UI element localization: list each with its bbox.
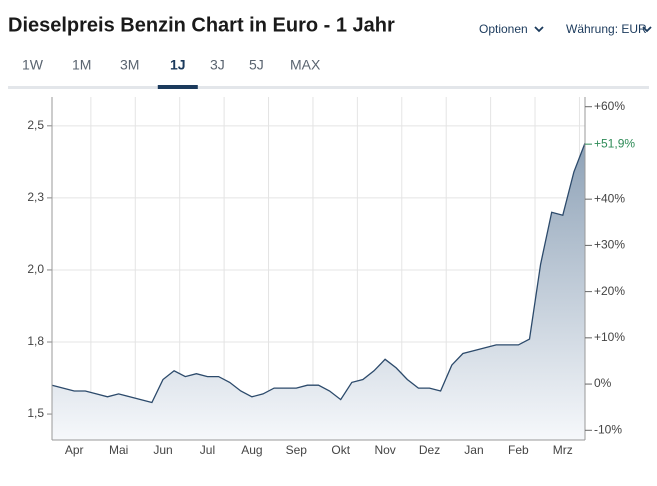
tab[interactable]: 3J xyxy=(210,57,225,73)
active-tab-underline xyxy=(157,85,198,89)
y2-tick-label: +30% xyxy=(594,238,625,252)
tab[interactable]: 5J xyxy=(249,57,264,73)
x-tick-label: Sep xyxy=(286,443,308,457)
x-tick-label: Dez xyxy=(419,443,440,457)
x-tick-label: Mai xyxy=(109,443,128,457)
y2-tick-label: +40% xyxy=(594,191,625,205)
x-tick-label: Mrz xyxy=(553,443,573,457)
tab[interactable]: MAX xyxy=(290,57,321,73)
x-tick-label: Feb xyxy=(508,443,529,457)
line xyxy=(51,142,586,404)
tab[interactable]: 3M xyxy=(120,57,139,73)
y2-tick-label: +20% xyxy=(594,284,625,298)
current-value-label: +51,9% xyxy=(594,136,635,150)
y2-tick-label: +10% xyxy=(594,330,625,344)
chevron xyxy=(642,26,652,33)
tab-separator xyxy=(8,86,649,89)
y-tick-label: 2,3 xyxy=(27,190,44,204)
x-tick-label: Jul xyxy=(200,443,215,457)
y-tick-label: 2,5 xyxy=(27,118,44,132)
x-tick-label: Nov xyxy=(374,443,395,457)
tab[interactable]: 1M xyxy=(72,57,91,73)
tab[interactable]: 1J xyxy=(170,57,186,73)
options-button[interactable]: Optionen xyxy=(479,22,528,36)
chart-title: Dieselpreis Benzin Chart in Euro - 1 Jah… xyxy=(8,14,395,36)
y-tick-label: 1,5 xyxy=(27,406,44,420)
chevron xyxy=(534,26,544,33)
y2-tick-label: -10% xyxy=(594,422,622,436)
y2-tick-label: +60% xyxy=(594,99,625,113)
y-tick-label: 2,0 xyxy=(27,262,44,276)
x-tick-label: Jan xyxy=(464,443,483,457)
x-tick-label: Apr xyxy=(65,443,84,457)
x-tick-label: Aug xyxy=(241,443,262,457)
currency-button[interactable]: Währung: EUR xyxy=(566,22,647,36)
y2-tick-label: 0% xyxy=(594,376,612,390)
x-tick-label: Jun xyxy=(153,443,172,457)
y-tick-label: 1,8 xyxy=(27,334,44,348)
x-tick-label: Okt xyxy=(331,443,350,457)
tab[interactable]: 1W xyxy=(22,57,44,73)
